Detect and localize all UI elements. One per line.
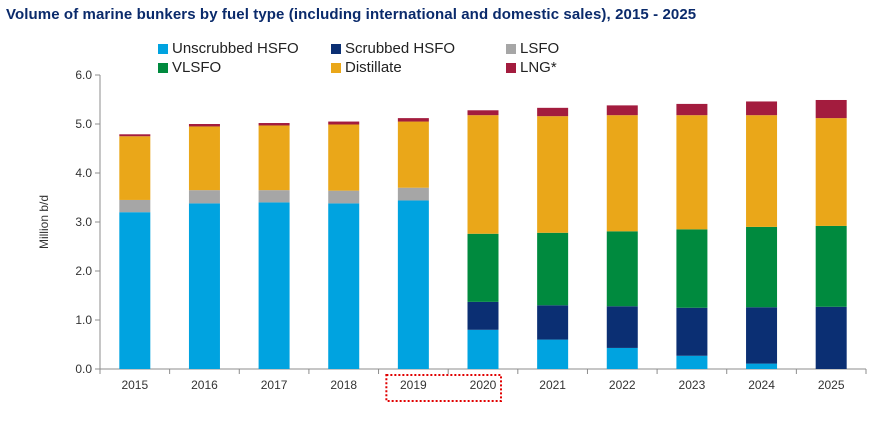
bar-segment <box>258 190 290 203</box>
bar-segment <box>537 305 569 340</box>
legend: Unscrubbed HSFO Scrubbed HSFO LSFO VLSFO Dis… <box>0 0 877 80</box>
x-tick-label: 2019 <box>400 378 427 392</box>
bar-segment <box>537 116 569 233</box>
bar-segment <box>467 329 499 369</box>
bar-segment <box>676 115 708 230</box>
bar-segment <box>328 190 360 204</box>
bar-segment <box>676 229 708 308</box>
bar-segment <box>188 190 220 204</box>
y-tick-label: 3.0 <box>75 215 92 229</box>
x-tick-label: 2025 <box>818 378 845 392</box>
bar-segment <box>467 115 499 234</box>
legend-swatch <box>506 43 516 54</box>
y-tick-label: 2.0 <box>75 264 92 278</box>
legend-item: Distillate <box>331 59 402 76</box>
y-tick-label: 6.0 <box>75 68 92 82</box>
bar-segment <box>746 226 778 308</box>
bar-segment <box>119 136 151 200</box>
x-tick-label: 2018 <box>330 378 357 392</box>
bar-segment <box>815 306 847 369</box>
legend-item: Scrubbed HSFO <box>331 40 455 57</box>
x-tick-label: 2024 <box>748 378 775 392</box>
x-tick-label: 2023 <box>679 378 706 392</box>
legend-label: Unscrubbed HSFO <box>172 40 299 57</box>
bar-segment <box>746 307 778 364</box>
legend-swatch <box>331 43 341 54</box>
bar-segment <box>815 118 847 226</box>
legend-label: Scrubbed HSFO <box>345 40 456 57</box>
legend-label: VLSFO <box>172 59 222 76</box>
bar-segment <box>606 105 638 116</box>
x-tick-label: 2021 <box>539 378 566 392</box>
bar-segment <box>537 339 569 369</box>
chart-title: Volume of marine bunkers by fuel type (i… <box>6 6 697 23</box>
legend-item: LNG* <box>506 59 557 76</box>
bar-segment <box>119 199 151 213</box>
bar-segment <box>397 121 429 188</box>
legend-item: LSFO <box>506 40 559 57</box>
highlight-box <box>385 374 503 402</box>
bar-segment <box>258 202 290 369</box>
bar-segment <box>188 203 220 369</box>
x-tick-label: 2020 <box>470 378 497 392</box>
bar-segment <box>606 231 638 307</box>
y-tick-label: 0.0 <box>75 362 92 376</box>
bar-segment <box>258 125 290 191</box>
bar-segment <box>328 124 360 191</box>
bar-segment <box>537 232 569 306</box>
bar-segment <box>746 115 778 227</box>
bar-segment <box>746 101 778 116</box>
y-tick-label: 1.0 <box>75 313 92 327</box>
bar-segment <box>815 99 847 119</box>
x-tick-label: 2016 <box>191 378 218 392</box>
bar-segment <box>746 363 778 369</box>
bar-segment <box>467 301 499 330</box>
bars <box>119 99 847 369</box>
legend-item: Unscrubbed HSFO <box>158 40 299 57</box>
bar-segment <box>397 187 429 201</box>
bar-segment <box>676 103 708 116</box>
bar-segment <box>467 233 499 302</box>
bar-segment <box>188 126 220 191</box>
y-axis-label: Million b/d <box>37 195 51 249</box>
bar-segment <box>676 307 708 356</box>
bar-segment <box>467 110 499 116</box>
x-tick-label: 2022 <box>609 378 636 392</box>
bar-segment <box>258 123 290 126</box>
legend-swatch <box>331 62 341 73</box>
bar-segment <box>328 203 360 369</box>
bar-segment <box>676 355 708 369</box>
legend-label: Distillate <box>345 59 402 76</box>
bar-segment <box>606 347 638 369</box>
bar-segment <box>328 121 360 125</box>
bar-segment <box>397 200 429 369</box>
bar-segment <box>119 134 151 137</box>
legend-label: LSFO <box>520 40 560 57</box>
bar-segment <box>606 115 638 232</box>
y-tick-label: 4.0 <box>75 166 92 180</box>
legend-label: LNG* <box>520 59 557 76</box>
bar-segment <box>397 118 429 122</box>
bar-segment <box>537 107 569 117</box>
bar-segment <box>815 225 847 307</box>
bar-segment <box>606 306 638 348</box>
tick-labels: 0.0 1.0 2.0 3.0 4.0 5.0 6.0 2015 2016 2017 2018 201… <box>75 68 845 392</box>
legend-swatch <box>158 62 168 73</box>
legend-swatch <box>506 62 516 73</box>
legend-item: VLSFO <box>158 59 221 76</box>
y-tick-label: 5.0 <box>75 117 92 131</box>
legend-swatch <box>158 43 168 54</box>
bar-segment <box>188 124 220 127</box>
x-tick-label: 2015 <box>121 378 148 392</box>
bar-segment <box>119 212 151 369</box>
x-tick-label: 2017 <box>261 378 288 392</box>
